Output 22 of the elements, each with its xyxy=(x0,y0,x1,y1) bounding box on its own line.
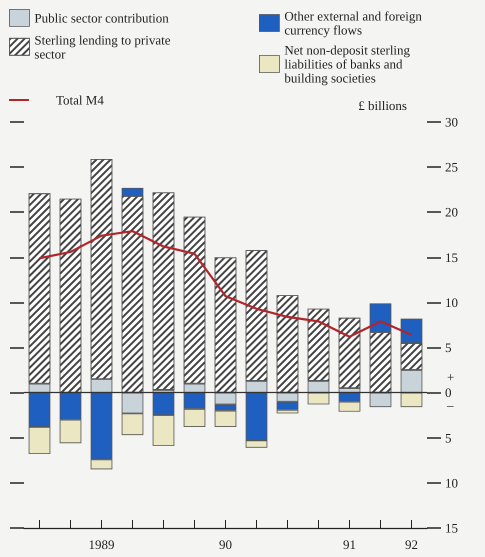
x-tick-label: 1989 xyxy=(88,537,114,552)
y-tick-label: 15 xyxy=(445,520,458,536)
legend-label: Total M4 xyxy=(56,92,104,108)
x-tick-label: 92 xyxy=(405,537,418,552)
x-tick-label: 91 xyxy=(343,537,356,552)
y-tick-label: 25 xyxy=(445,160,458,175)
legend-label: Net non-deposit sterling liabilities of banks and building societies xyxy=(284,42,414,86)
y-tick-label: 20 xyxy=(445,204,458,220)
legend-label: Sterling lending to private sector xyxy=(34,32,174,62)
y-axis-title: £ billions xyxy=(358,98,407,113)
y-tick-label: 15 xyxy=(445,250,458,265)
text: + xyxy=(447,370,454,385)
x-tick-label: 90 xyxy=(219,537,232,552)
y-tick-label: 10 xyxy=(445,294,458,310)
y-tick-label: 5 xyxy=(445,340,452,356)
y-tick-label: 30 xyxy=(445,114,458,130)
y-tick-label: 0 xyxy=(445,385,452,400)
y-tick-label: 5 xyxy=(445,430,452,446)
legend-label: Public sector contribution xyxy=(34,10,170,26)
legend-label: Other external and foreign currency flows xyxy=(284,8,426,38)
text: – xyxy=(446,398,454,413)
y-tick-label: 10 xyxy=(445,475,458,490)
